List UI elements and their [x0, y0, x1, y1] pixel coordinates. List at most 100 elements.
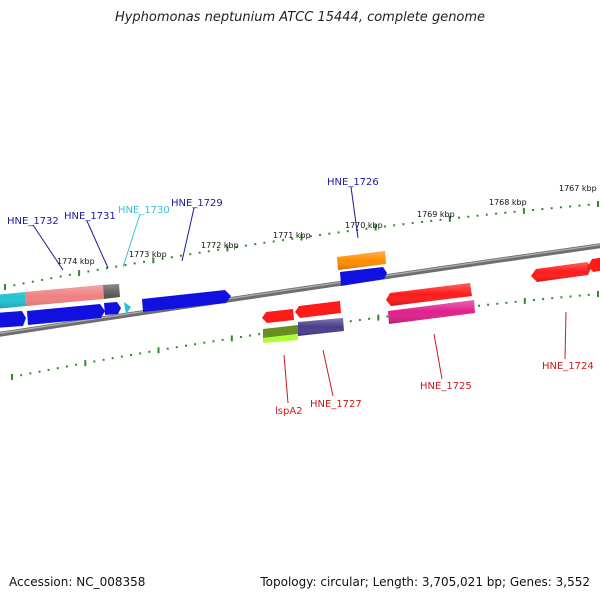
tick-minor: [368, 317, 371, 320]
tick-major: [597, 291, 599, 297]
tick-minor: [383, 225, 386, 228]
tick-minor: [148, 350, 151, 353]
tick-minor: [337, 231, 340, 234]
tick-minor: [38, 370, 41, 373]
tick-major: [157, 347, 160, 354]
tick-minor: [587, 203, 590, 206]
tick-minor: [198, 251, 201, 254]
tick-minor: [254, 243, 257, 246]
tick-minor: [505, 301, 508, 304]
tick-minor: [143, 260, 145, 263]
tick-minor: [185, 344, 187, 347]
genome-backbone-highlight: [0, 244, 600, 334]
tick-minor: [458, 216, 460, 219]
feature-blue-c[interactable]: [104, 302, 121, 315]
tick-minor: [96, 268, 99, 271]
tick-minor: [386, 315, 389, 318]
tick-minor: [393, 224, 396, 227]
tick-minor: [133, 262, 136, 265]
tick-minor: [31, 280, 34, 283]
tick-minor: [411, 222, 414, 225]
tick-minor: [559, 206, 562, 209]
tick-minor: [319, 233, 321, 236]
tick-minor: [569, 205, 572, 208]
tick-minor: [514, 300, 517, 303]
tick-major: [522, 207, 525, 214]
tick-minor: [569, 295, 572, 298]
tick-minor: [68, 273, 71, 276]
tick-minor: [93, 360, 96, 363]
gene-label-hne-1731[interactable]: HNE_1731: [64, 211, 116, 222]
feature-red-edge[interactable]: [588, 257, 600, 272]
accession-text: Accession: NC_008358: [9, 575, 146, 589]
tick-minor: [421, 221, 423, 223]
tick-minor: [75, 363, 78, 366]
connector-hne-1726: [350, 186, 359, 239]
tick-major: [152, 257, 155, 264]
gene-label-hne-1724[interactable]: HNE_1724: [542, 361, 594, 372]
feature-red-1727[interactable]: [295, 301, 341, 318]
feature-shading: [0, 251, 588, 336]
tick-minor: [550, 207, 553, 210]
tick-minor: [194, 343, 197, 346]
feature-blue-1729[interactable]: [142, 290, 231, 312]
tick-label-1774: 1774 kbp: [57, 257, 95, 266]
gene-label-hne-1729[interactable]: HNE_1729: [171, 198, 223, 209]
tick-minor: [203, 341, 206, 344]
tick-minor: [212, 340, 215, 343]
tick-minor: [402, 223, 405, 226]
tick-minor: [291, 237, 294, 240]
topology-text: Topology: circular; Length: 3,705,021 bp…: [260, 575, 590, 589]
tick-label-1771: 1771 kbp: [273, 231, 311, 240]
tick-minor: [560, 296, 563, 299]
feature-cyan-small[interactable]: [124, 302, 131, 314]
feature-blue-b[interactable]: [27, 304, 105, 325]
tick-minor: [495, 212, 498, 215]
tick-minor: [20, 374, 23, 377]
tick-minor: [487, 303, 490, 306]
gene-label-hne-1730[interactable]: HNE_1730: [118, 205, 170, 216]
feature-blue-a[interactable]: [0, 311, 26, 328]
tick-major: [230, 335, 233, 342]
gene-label-hne-1732[interactable]: HNE_1732: [7, 216, 59, 227]
tick-minor: [170, 256, 173, 259]
tick-minor: [532, 209, 535, 211]
tick-minor: [249, 334, 252, 337]
tick-minor: [532, 299, 535, 301]
tick-major: [226, 245, 229, 252]
tick-minor: [221, 338, 224, 341]
connector-lspa2: [283, 354, 289, 404]
tick-major: [597, 201, 599, 207]
feature-blue-1726b[interactable]: [340, 267, 387, 286]
tick-minor: [56, 367, 59, 370]
tick-label-1767: 1767 kbp: [559, 184, 597, 193]
feature-olive[interactable]: [263, 325, 298, 338]
tick-track-top: [4, 201, 599, 290]
tick-minor: [13, 284, 16, 287]
tick-minor: [346, 230, 349, 233]
tick-minor: [124, 264, 127, 266]
gene-label-lspa2[interactable]: lspA2: [275, 406, 303, 417]
tick-minor: [551, 297, 554, 300]
gene-label-hne-1725[interactable]: HNE_1725: [420, 381, 472, 392]
tick-minor: [105, 267, 108, 270]
gene-labels: HNE_1732 HNE_1731 HNE_1730 HNE_1729 HNE_…: [7, 177, 594, 417]
tick-minor: [207, 250, 210, 253]
tick-major: [523, 297, 526, 304]
tick-minor: [102, 358, 105, 361]
tick-minor: [478, 304, 480, 307]
gene-label-hne-1726[interactable]: HNE_1726: [327, 177, 379, 188]
gene-label-hne-1727[interactable]: HNE_1727: [310, 399, 362, 410]
tick-minor: [263, 241, 266, 244]
feature-lime[interactable]: [263, 334, 298, 343]
tick-minor: [358, 319, 361, 321]
feature-red-small[interactable]: [262, 309, 294, 323]
tick-minor: [166, 347, 169, 350]
tick-minor: [41, 278, 44, 281]
tick-minor: [282, 239, 284, 242]
connector-hne-1724: [564, 311, 567, 360]
tick-minor: [578, 294, 581, 297]
tick-minor: [50, 277, 53, 280]
tick-minor: [235, 246, 238, 248]
